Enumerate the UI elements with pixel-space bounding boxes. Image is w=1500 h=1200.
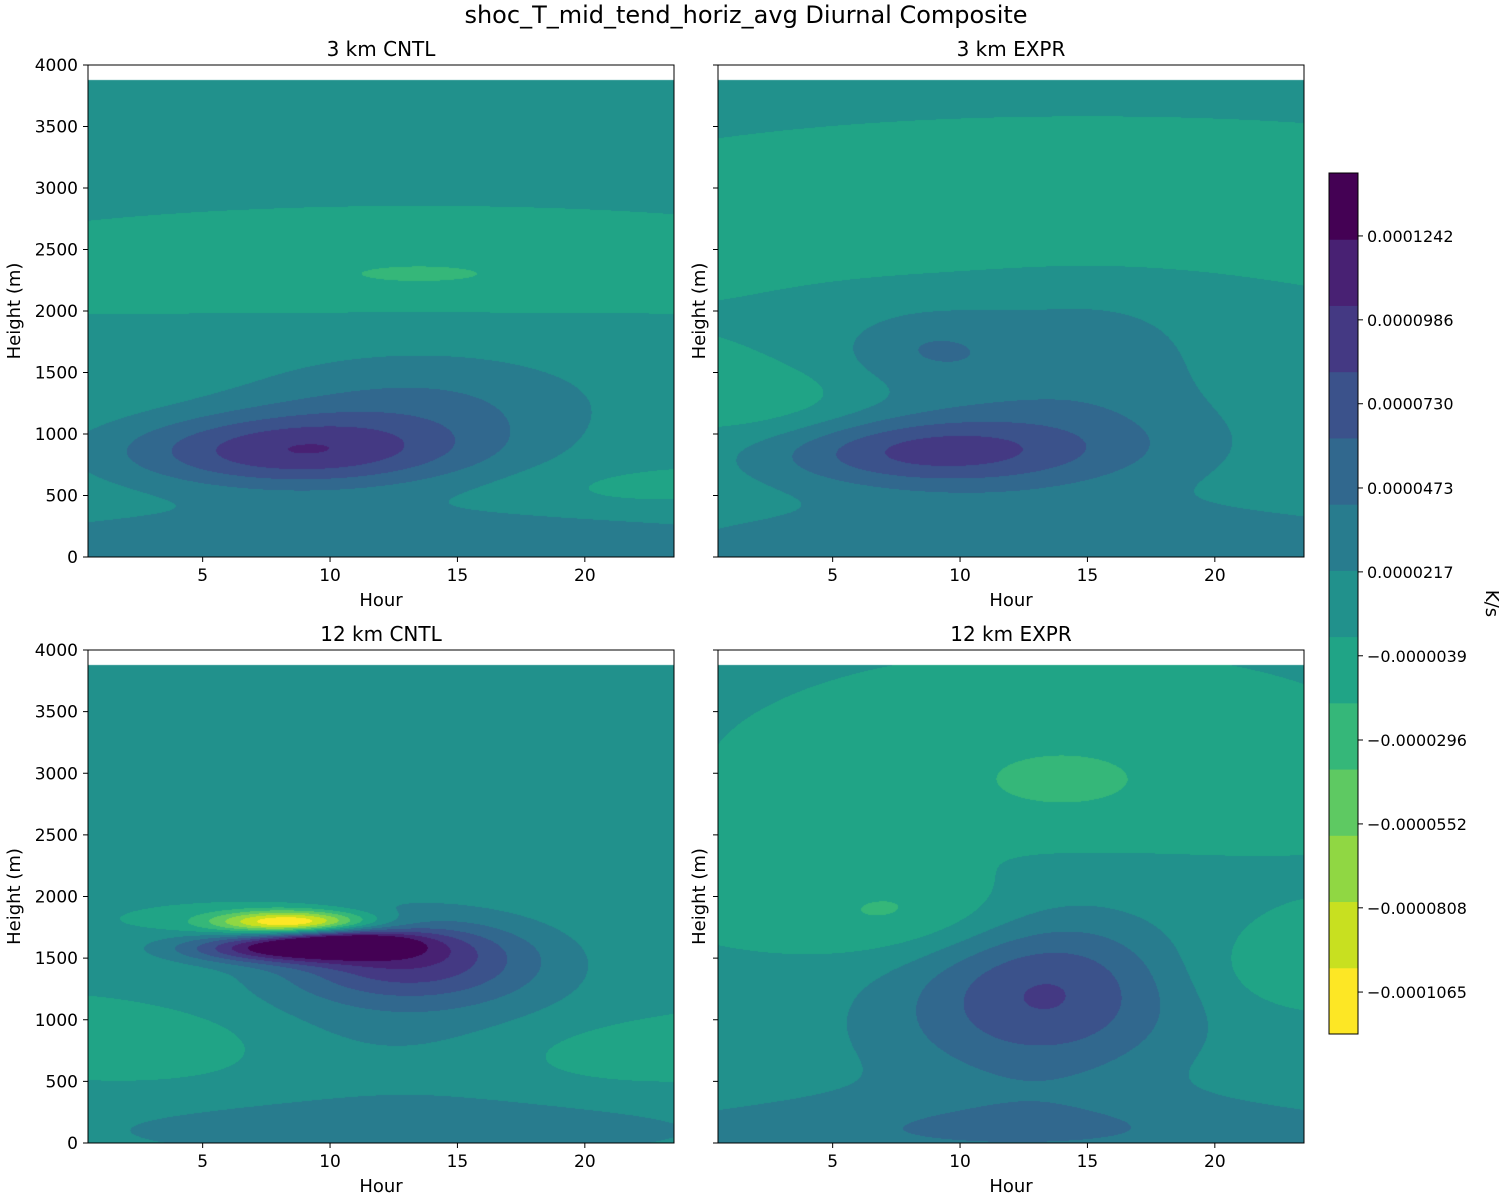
- panel-12km-expr: 5 10 15 20 12 km EXPR Hour Height (m): [689, 622, 1305, 1197]
- y-tick-label: 4000: [35, 641, 78, 661]
- colorbar-segment: [1329, 239, 1358, 306]
- colorbar-segment: [1329, 636, 1358, 704]
- colorbar-frame: [1328, 172, 1359, 1035]
- colorbar-segment: [1329, 437, 1358, 505]
- colorbar-tick-label: −0.0001065: [1367, 983, 1467, 1002]
- x-tick-label: 5: [197, 1152, 208, 1172]
- panels-group: 5 10 15 20 0 500 1000 1500 2000 2500 3000 3500 4000 3…: [4, 37, 1305, 1197]
- colorbar: −0.0001065 −0.0000808 −0.0000552 −0.0000296…: [1328, 172, 1500, 1035]
- x-tick-label: 10: [319, 566, 341, 586]
- y-tick-label: 2000: [35, 888, 78, 908]
- contour-fill: [88, 65, 674, 557]
- x-tick-label: 20: [1204, 566, 1226, 586]
- x-tick-label: 5: [197, 566, 208, 586]
- panel-title: 12 km EXPR: [950, 622, 1072, 646]
- figure-title: shoc_T_mid_tend_horiz_avg Diurnal Compos…: [464, 1, 1027, 29]
- x-tick-label: 10: [949, 566, 971, 586]
- x-tick-label: 10: [949, 1152, 971, 1172]
- y-axis-label: Height (m): [689, 263, 710, 360]
- x-axis-label: Hour: [359, 1176, 403, 1197]
- x-tick-label: 20: [1204, 1152, 1226, 1172]
- x-tick-label: 15: [447, 1152, 469, 1172]
- y-tick-label: 500: [46, 1072, 78, 1092]
- y-tick-label: 1000: [35, 425, 78, 445]
- x-tick-label: 5: [827, 566, 838, 586]
- x-tick-label: 20: [574, 566, 596, 586]
- y-tick-label: 2500: [35, 826, 78, 846]
- colorbar-segment: [1329, 769, 1358, 836]
- colorbar-tick-label: −0.0000039: [1367, 647, 1467, 666]
- y-tick-label: 2500: [35, 241, 78, 261]
- colorbar-tick-label: −0.0000552: [1367, 815, 1467, 834]
- y-tick-label: 0: [67, 1134, 78, 1154]
- colorbar-segment: [1329, 702, 1358, 770]
- x-tick-label: 15: [1077, 566, 1099, 586]
- y-tick-label: 3000: [35, 179, 78, 199]
- colorbar-tick-label: 0.0000473: [1367, 479, 1454, 498]
- panel-title: 3 km EXPR: [957, 37, 1066, 61]
- y-tick-label: 3500: [35, 703, 78, 723]
- y-tick-label: 3500: [35, 118, 78, 138]
- colorbar-segment: [1329, 570, 1358, 638]
- colorbar-segment: [1329, 835, 1358, 903]
- colorbar-tick-label: 0.0001242: [1367, 227, 1454, 246]
- x-tick-label: 15: [447, 566, 469, 586]
- y-tick-label: 0: [67, 548, 78, 568]
- colorbar-segment: [1329, 371, 1358, 439]
- y-tick-label: 500: [46, 487, 78, 507]
- y-tick-label: 1500: [35, 949, 78, 969]
- y-tick-label: 4000: [35, 56, 78, 76]
- x-axis-label: Hour: [359, 590, 403, 611]
- y-axis-label: Height (m): [4, 263, 25, 360]
- panel-3km-expr: 5 10 15 20 3 km EXPR Hour Height (m): [689, 37, 1305, 611]
- colorbar-tick-label: 0.0000730: [1367, 395, 1454, 414]
- y-tick-label: 1500: [35, 364, 78, 384]
- y-axis-label: Height (m): [689, 848, 710, 945]
- colorbar-label: K/s: [1481, 590, 1500, 617]
- colorbar-tick-label: 0.0000217: [1367, 563, 1454, 582]
- contour-fill: [718, 65, 1304, 557]
- x-tick-label: 5: [827, 1152, 838, 1172]
- panel-3km-cntl: 5 10 15 20 0 500 1000 1500 2000 2500 3000 3500 4000 3…: [4, 37, 675, 611]
- colorbar-segment: [1329, 305, 1358, 373]
- y-tick-label: 3000: [35, 764, 78, 784]
- colorbar-tick-label: 0.0000986: [1367, 311, 1454, 330]
- colorbar-segment: [1329, 967, 1358, 1035]
- y-tick-label: 2000: [35, 302, 78, 322]
- colorbar-segment: [1329, 504, 1358, 571]
- x-tick-label: 20: [574, 1152, 596, 1172]
- colorbar-tick-label: −0.0000296: [1367, 731, 1467, 750]
- panel-title: 12 km CNTL: [320, 622, 442, 646]
- x-tick-label: 15: [1077, 1152, 1099, 1172]
- contour-fill: [718, 650, 1304, 1143]
- x-axis-label: Hour: [989, 1176, 1033, 1197]
- y-axis-label: Height (m): [4, 848, 25, 945]
- panel-12km-cntl: 5 10 15 20 0 500 1000 1500 2000 2500 3000 3500 4000 1…: [4, 622, 675, 1197]
- y-tick-label: 1000: [35, 1011, 78, 1031]
- contour-fill: [88, 650, 674, 1143]
- colorbar-segment: [1329, 173, 1358, 240]
- x-axis-label: Hour: [989, 590, 1033, 611]
- panel-title: 3 km CNTL: [327, 37, 437, 61]
- colorbar-segment: [1329, 901, 1358, 969]
- x-tick-label: 10: [319, 1152, 341, 1172]
- colorbar-tick-label: −0.0000808: [1367, 899, 1467, 918]
